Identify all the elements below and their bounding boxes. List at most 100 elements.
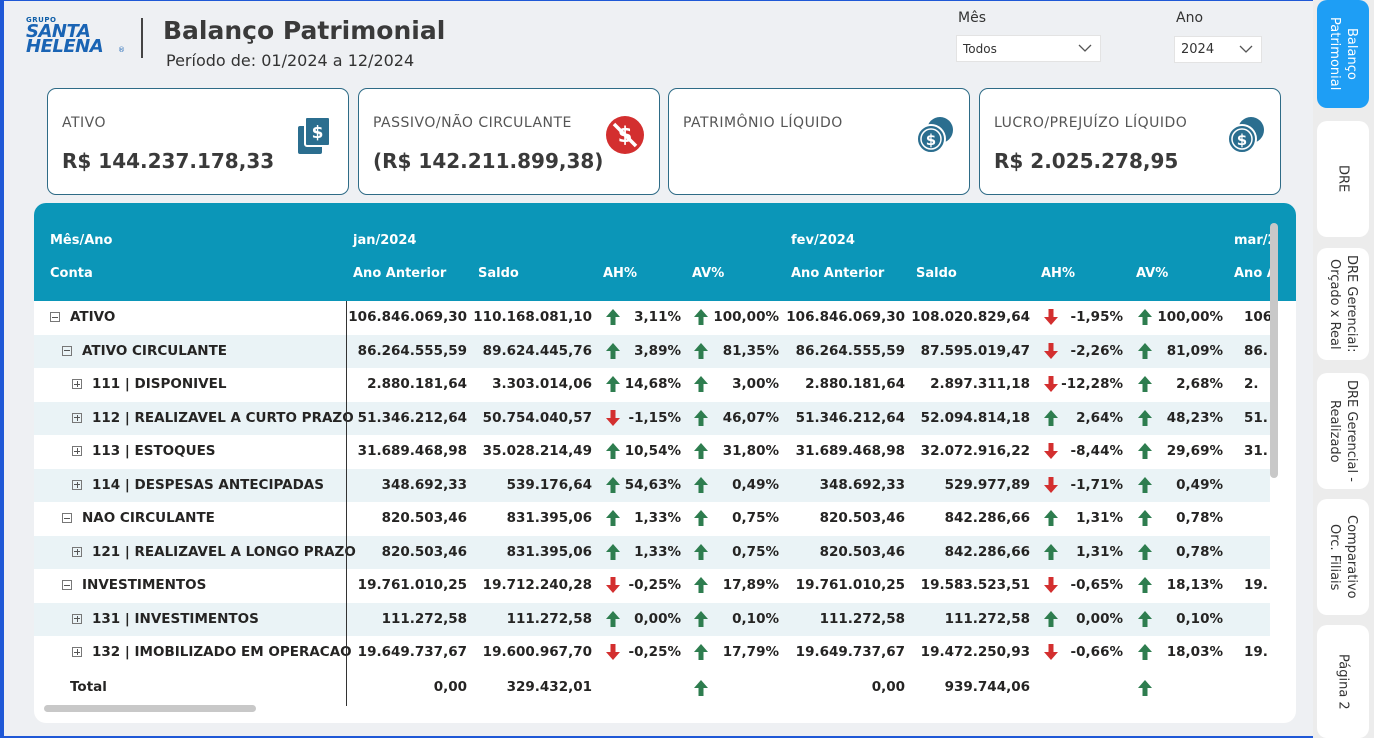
fev-value: 19.583.523,51 <box>920 577 1030 593</box>
arrow-up-icon <box>1044 510 1058 526</box>
nav-tab[interactable]: Comparativo Orc. Filiais <box>1317 499 1369 615</box>
jan-value: 3.303.014,06 <box>492 376 592 392</box>
fev-value: 111.272,58 <box>819 610 905 627</box>
expand-icon[interactable] <box>72 379 82 389</box>
row-label-text: ATIVO CIRCULANTE <box>82 342 227 359</box>
vertical-scrollbar[interactable] <box>1270 223 1278 478</box>
card-value: R$ 144.237.178,33 <box>62 149 275 173</box>
mar-value: 2. <box>1244 376 1259 392</box>
row-label[interactable]: 132 | IMOBILIZADO EM OPERACAO <box>72 644 352 660</box>
table-row: 112 | REALIZAVEL A CURTO PRAZO 51.346.212… <box>34 401 1270 435</box>
jan-value: 31,80% <box>722 443 779 459</box>
header-ano-anterior[interactable]: Ano Anterior <box>353 266 447 281</box>
svg-text:$: $ <box>1237 131 1247 149</box>
row-label[interactable]: INVESTIMENTOS <box>62 577 206 593</box>
header-av[interactable]: AV% <box>1136 266 1169 281</box>
header-conta[interactable]: Conta <box>50 266 93 281</box>
month-filter-select[interactable]: Todos <box>956 35 1101 62</box>
row-label-text: 132 | IMOBILIZADO EM OPERACAO <box>92 644 352 660</box>
jan-value: 14,68% <box>624 376 681 392</box>
collapse-icon[interactable] <box>50 312 60 322</box>
row-label[interactable]: 111 | DISPONIVEL <box>72 376 226 392</box>
row-label[interactable]: 112 | REALIZAVEL A CURTO PRAZO <box>72 410 354 426</box>
arrow-up-icon <box>1138 510 1152 526</box>
fev-value: 348.692,33 <box>819 476 905 493</box>
arrow-up-icon <box>1138 376 1152 392</box>
horizontal-scrollbar[interactable] <box>44 705 256 712</box>
mar-value: 86. <box>1244 342 1268 359</box>
row-label[interactable]: 121 | REALIZAVEL A LONGO PRAZO <box>72 544 356 560</box>
nav-tab[interactable]: DRE Gerencial: Orçado x Real <box>1317 248 1369 360</box>
jan-value: 3,00% <box>732 376 779 392</box>
jan-value: 50.754.040,57 <box>482 409 592 426</box>
row-label[interactable]: NAO CIRCULANTE <box>62 510 215 526</box>
fev-value: 31.689.468,98 <box>795 443 905 459</box>
mar-value: 19. <box>1244 644 1268 660</box>
arrow-up-icon <box>1138 342 1152 359</box>
chevron-down-icon <box>1078 44 1092 52</box>
fev-value: -1,71% <box>1070 476 1123 493</box>
arrow-down-icon <box>1044 376 1058 392</box>
row-label[interactable]: ATIVO CIRCULANTE <box>62 343 227 359</box>
fev-value: 2.880.181,64 <box>805 376 905 392</box>
total-jan-saldo: 329.432,01 <box>506 679 592 695</box>
fev-value: 18,13% <box>1166 577 1223 593</box>
row-label[interactable]: 113 | ESTOQUES <box>72 443 216 459</box>
fev-value: 87.595.019,47 <box>920 342 1030 359</box>
fev-value: 100,00% <box>1157 309 1223 325</box>
header-saldo[interactable]: Saldo <box>478 266 519 281</box>
row-label[interactable]: 131 | INVESTIMENTOS <box>72 611 259 627</box>
arrow-up-icon <box>606 342 620 359</box>
jan-value: 1,33% <box>634 510 681 526</box>
jan-value: 17,79% <box>722 644 779 660</box>
arrow-up-icon <box>1138 610 1152 627</box>
expand-icon[interactable] <box>72 647 82 657</box>
expand-icon[interactable] <box>72 412 82 423</box>
jan-value: 111.272,58 <box>381 610 467 627</box>
fev-value: -12,28% <box>1061 376 1123 392</box>
jan-value: 2.880.181,64 <box>367 376 467 392</box>
arrow-up-icon <box>606 443 620 459</box>
expand-icon[interactable] <box>72 613 82 624</box>
jan-value: 111.272,58 <box>506 610 592 627</box>
jan-value: 831.395,06 <box>506 543 592 560</box>
header-fev[interactable]: fev/2024 <box>791 233 855 248</box>
jan-value: 106.846.069,30 <box>348 309 467 325</box>
nav-tab[interactable]: DRE <box>1317 121 1369 237</box>
header-saldo[interactable]: Saldo <box>916 266 957 281</box>
year-filter-select[interactable]: 2024 <box>1174 36 1262 63</box>
header-ano-anterior[interactable]: Ano Anterior <box>791 266 885 281</box>
arrow-up-icon <box>694 376 708 392</box>
header-ah[interactable]: AH% <box>603 266 637 281</box>
arrow-up-icon <box>694 510 708 526</box>
fev-value: 19.649.737,67 <box>795 644 905 660</box>
fev-value: -8,44% <box>1070 443 1123 459</box>
header-ano-anterior[interactable]: Ano A <box>1234 266 1277 281</box>
fev-value: 48,23% <box>1166 409 1223 426</box>
total-row: Total 0,00 329.432,01 0,00 939.744,06 <box>34 671 1270 705</box>
jan-value: 19.761.010,25 <box>357 577 467 593</box>
row-label[interactable]: 114 | DESPESAS ANTECIPADAS <box>72 477 324 493</box>
header-jan[interactable]: jan/2024 <box>353 233 417 248</box>
header-mar[interactable]: mar/2 <box>1234 233 1277 248</box>
row-label-text: 113 | ESTOQUES <box>92 443 216 459</box>
fev-value: 0,49% <box>1176 476 1223 493</box>
nav-tab[interactable]: Página 2 <box>1317 625 1369 738</box>
total-jan-ano-anterior: 0,00 <box>433 679 467 695</box>
expand-icon[interactable] <box>72 479 82 490</box>
jan-value: 0,10% <box>732 610 779 627</box>
page-title: Balanço Patrimonial <box>163 16 446 45</box>
collapse-icon[interactable] <box>62 580 72 590</box>
collapse-icon[interactable] <box>62 345 72 356</box>
table-row: 113 | ESTOQUES 31.689.468,98 35.028.214,49… <box>34 435 1270 468</box>
expand-icon[interactable] <box>72 546 82 557</box>
nav-tab[interactable]: DRE Gerencial - Realizado <box>1317 373 1369 489</box>
nav-tab[interactable]: Balanço Patrimonial <box>1317 0 1369 108</box>
row-label[interactable]: ATIVO <box>50 309 115 325</box>
expand-icon[interactable] <box>72 446 82 456</box>
header-ah[interactable]: AH% <box>1041 266 1075 281</box>
collapse-icon[interactable] <box>62 513 72 523</box>
header-av[interactable]: AV% <box>692 266 725 281</box>
arrow-up-icon <box>694 309 708 325</box>
jan-value: 0,75% <box>732 510 779 526</box>
